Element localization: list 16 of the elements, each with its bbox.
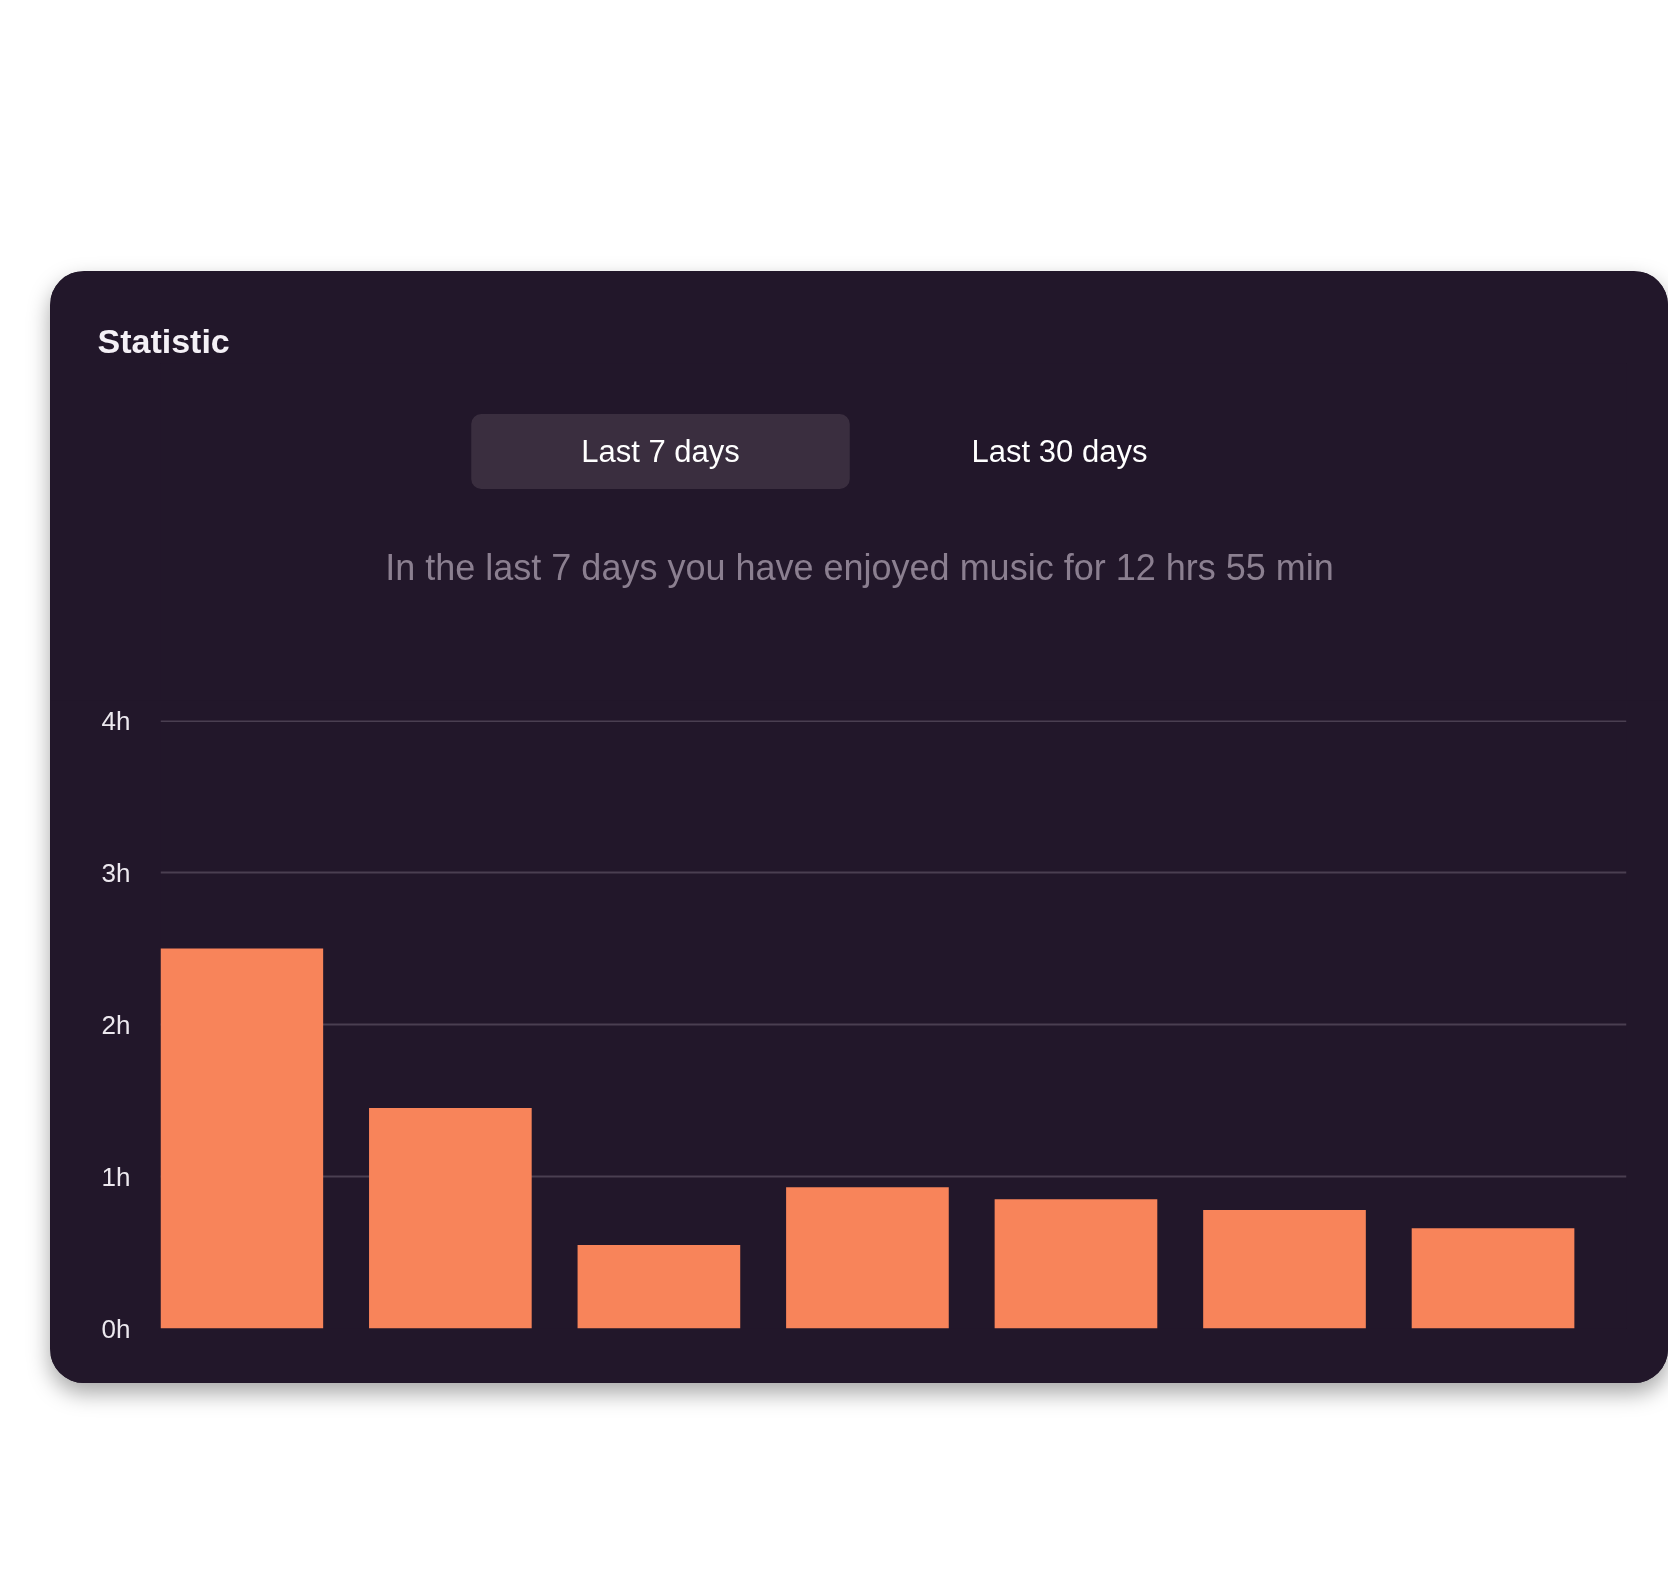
bar xyxy=(786,1187,949,1329)
y-tick-label: 3h xyxy=(101,857,131,888)
y-tick-label: 1h xyxy=(101,1161,131,1192)
y-tick-label: 0h xyxy=(101,1313,131,1344)
bar xyxy=(369,1108,532,1329)
bar xyxy=(577,1244,741,1329)
chart-title: Statistic xyxy=(97,321,230,360)
y-tick-label: 4h xyxy=(101,705,131,736)
bar xyxy=(160,948,324,1329)
y-tick-label: 2h xyxy=(101,1009,131,1040)
text: Last 30 days xyxy=(971,434,1148,469)
bar xyxy=(1203,1209,1366,1329)
text: Last 7 days xyxy=(581,434,740,469)
chart-subtitle: In the last 7 days you have enjoyed music for 12 hrs 55 min xyxy=(385,547,1334,588)
bar xyxy=(1411,1228,1575,1329)
bar xyxy=(994,1199,1158,1329)
